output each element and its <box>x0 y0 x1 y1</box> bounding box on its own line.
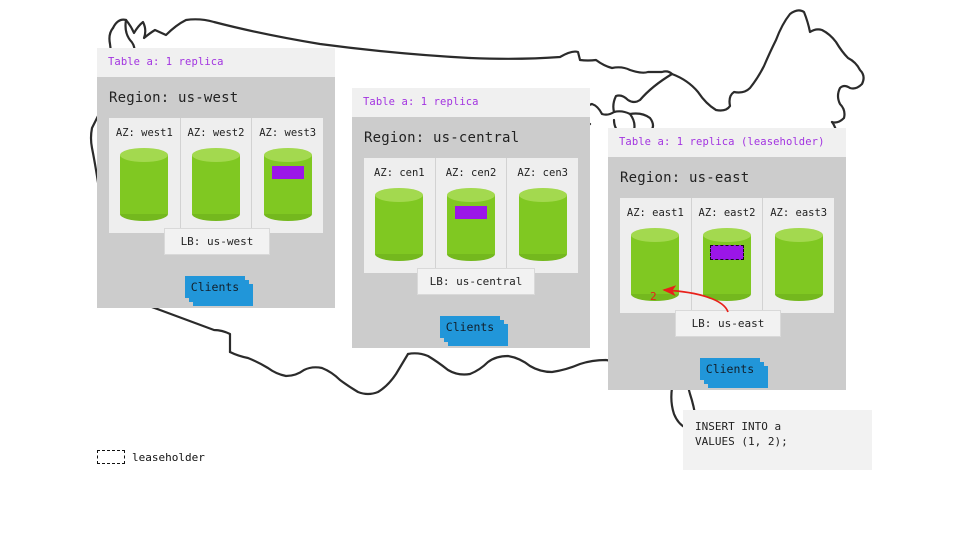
az-label-cen2: AZ: cen2 <box>445 166 497 179</box>
cylinder-body <box>631 234 680 294</box>
region-panel-us-east: Table a: 1 replica (leaseholder) Region:… <box>608 128 846 390</box>
az-cell-cen2[interactable]: AZ: cen2 <box>436 157 508 273</box>
cylinder-top <box>518 187 567 202</box>
clients-stack-sheet-1[interactable]: Clients <box>185 276 245 298</box>
cylinder-body <box>774 234 823 294</box>
cylinder-top <box>774 227 823 242</box>
step-number-2: 2 <box>650 290 657 303</box>
az-label-west2: AZ: west2 <box>187 126 245 139</box>
db-node-west2[interactable] <box>192 147 240 221</box>
cylinder-body <box>447 194 495 254</box>
replica-range-cen2 <box>455 205 487 219</box>
az-cell-west2[interactable]: AZ: west2 <box>181 117 253 233</box>
az-cell-west3[interactable]: AZ: west3 <box>252 118 323 233</box>
panel-header-us-central: Table a: 1 replica <box>352 88 590 117</box>
clients-stack-sheet-1[interactable]: Clients <box>700 358 760 380</box>
cylinder-top <box>631 227 680 242</box>
lb-label: LB: us-central <box>429 275 523 288</box>
db-node-cen1[interactable] <box>375 187 424 261</box>
db-node-east2[interactable] <box>703 227 751 301</box>
cylinder-body <box>192 154 240 214</box>
region-title-us-west: Region: us-west <box>109 89 239 106</box>
az-label-cen1: AZ: cen1 <box>374 166 425 179</box>
region-title-us-east: Region: us-east <box>620 169 750 186</box>
az-row-us-west: AZ: west1 AZ: west2 AZ <box>109 117 323 233</box>
clients-label: Clients <box>705 362 755 376</box>
clients-label: Clients <box>445 320 495 334</box>
load-balancer-us-west[interactable]: LB: us-west <box>164 228 270 255</box>
az-label-west1: AZ: west1 <box>115 126 173 139</box>
panel-header-us-east: Table a: 1 replica (leaseholder) <box>608 128 846 157</box>
cylinder-top <box>263 147 312 162</box>
load-balancer-us-east[interactable]: LB: us-east <box>675 310 781 337</box>
panel-header-us-west: Table a: 1 replica <box>97 48 335 77</box>
clients-button-us-central[interactable]: Clients <box>440 316 510 347</box>
clients-label: Clients <box>190 280 240 294</box>
clients-button-us-east[interactable]: Clients <box>700 358 770 389</box>
az-cell-east2[interactable]: AZ: east2 <box>692 197 764 313</box>
az-label-cen3: AZ: cen3 <box>517 166 568 179</box>
db-node-east3[interactable] <box>774 227 823 301</box>
clients-stack-sheet-1[interactable]: Clients <box>440 316 500 338</box>
cylinder-top <box>703 227 751 242</box>
az-label-west3: AZ: west3 <box>259 126 317 139</box>
az-label-east2: AZ: east2 <box>698 206 756 219</box>
db-node-cen3[interactable] <box>518 187 567 261</box>
cylinder-body <box>375 194 424 254</box>
lb-label: LB: us-west <box>180 235 254 248</box>
db-node-west1[interactable] <box>120 147 169 221</box>
legend-label: leaseholder <box>132 450 205 464</box>
az-label-east1: AZ: east1 <box>626 206 684 219</box>
legend-leaseholder: leaseholder <box>97 450 205 464</box>
cylinder-body <box>263 154 312 214</box>
cylinder-top <box>120 147 169 162</box>
az-cell-cen1[interactable]: AZ: cen1 <box>364 157 436 273</box>
clients-button-us-west[interactable]: Clients <box>185 276 255 307</box>
replica-range-west3 <box>271 165 304 179</box>
cylinder-top <box>375 187 424 202</box>
lb-label: LB: us-east <box>691 317 765 330</box>
region-title-us-central: Region: us-central <box>364 129 520 146</box>
region-panel-us-central: Table a: 1 replica Region: us-central AZ… <box>352 88 590 348</box>
az-cell-east1[interactable]: AZ: east1 <box>620 197 692 313</box>
az-cell-east3[interactable]: AZ: east3 <box>763 198 834 313</box>
leaseholder-range-east2 <box>710 244 744 260</box>
az-label-east3: AZ: east3 <box>770 206 828 219</box>
db-node-cen2[interactable] <box>447 187 495 261</box>
az-cell-cen3[interactable]: AZ: cen3 <box>507 158 578 273</box>
cylinder-top <box>447 187 495 202</box>
dashed-rect-icon <box>97 450 125 464</box>
sql-statement-box: INSERT INTO a VALUES (1, 2); <box>683 410 872 470</box>
db-node-east1[interactable] <box>631 227 680 301</box>
cylinder-body <box>120 154 169 214</box>
load-balancer-us-central[interactable]: LB: us-central <box>417 268 535 295</box>
cylinder-body <box>703 234 751 294</box>
region-panel-us-west: Table a: 1 replica Region: us-west AZ: w… <box>97 48 335 308</box>
cylinder-top <box>192 147 240 162</box>
db-node-west3[interactable] <box>263 147 312 221</box>
cylinder-body <box>518 194 567 254</box>
az-cell-west1[interactable]: AZ: west1 <box>109 117 181 233</box>
az-row-us-central: AZ: cen1 AZ: cen2 <box>364 157 578 273</box>
